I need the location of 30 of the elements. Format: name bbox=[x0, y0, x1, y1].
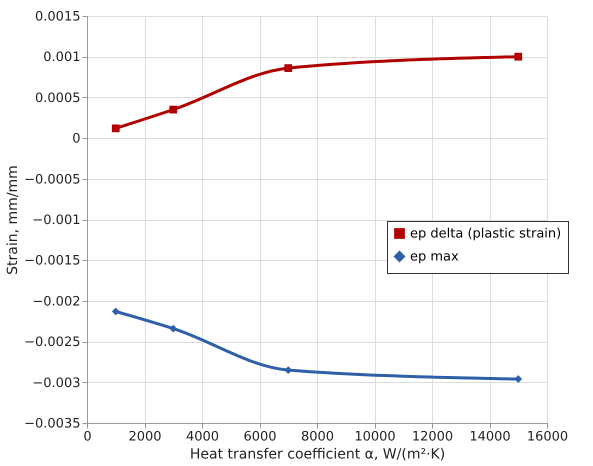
x-tick-label: 14000 bbox=[469, 430, 511, 444]
x-tick-label: 12000 bbox=[412, 430, 454, 444]
y-tick-label: −0.001 bbox=[32, 213, 80, 228]
y-axis-title: Strain, mm/mm bbox=[5, 165, 22, 275]
point bbox=[169, 106, 178, 114]
y-tick-label: 0.001 bbox=[43, 50, 80, 66]
x-tick-label: 4000 bbox=[186, 430, 220, 444]
x-axis-title: Heat transfer coefficient α, W/(m²·K) bbox=[190, 446, 446, 462]
y-tick-label: 0 bbox=[72, 132, 80, 147]
x-tick-label: 10000 bbox=[354, 430, 396, 444]
legend-label: ep delta (plastic strain) bbox=[410, 226, 562, 242]
point bbox=[514, 52, 522, 61]
y-tick-label: 0.0005 bbox=[35, 90, 80, 106]
point bbox=[169, 324, 178, 332]
point bbox=[112, 124, 120, 132]
x-tick-label: 2000 bbox=[128, 430, 162, 444]
y-tick-label: −0.0005 bbox=[24, 172, 80, 188]
y-tick-label: 0.0015 bbox=[35, 10, 80, 24]
legend-label: ep max bbox=[410, 250, 460, 264]
y-tick-label: −0.0025 bbox=[24, 335, 80, 350]
x-tick-label: 8000 bbox=[300, 430, 334, 444]
x-tick-label: 0 bbox=[83, 430, 92, 444]
point bbox=[112, 308, 120, 316]
y-tick-label: −0.002 bbox=[32, 294, 80, 310]
y-tick-label: −0.003 bbox=[32, 376, 80, 391]
y-tick-label: −0.0035 bbox=[24, 416, 80, 432]
x-tick-label: 16000 bbox=[526, 430, 568, 444]
y-tick-label: −0.0015 bbox=[24, 254, 80, 269]
point bbox=[284, 64, 292, 72]
x-tick-label: 6000 bbox=[243, 430, 277, 444]
